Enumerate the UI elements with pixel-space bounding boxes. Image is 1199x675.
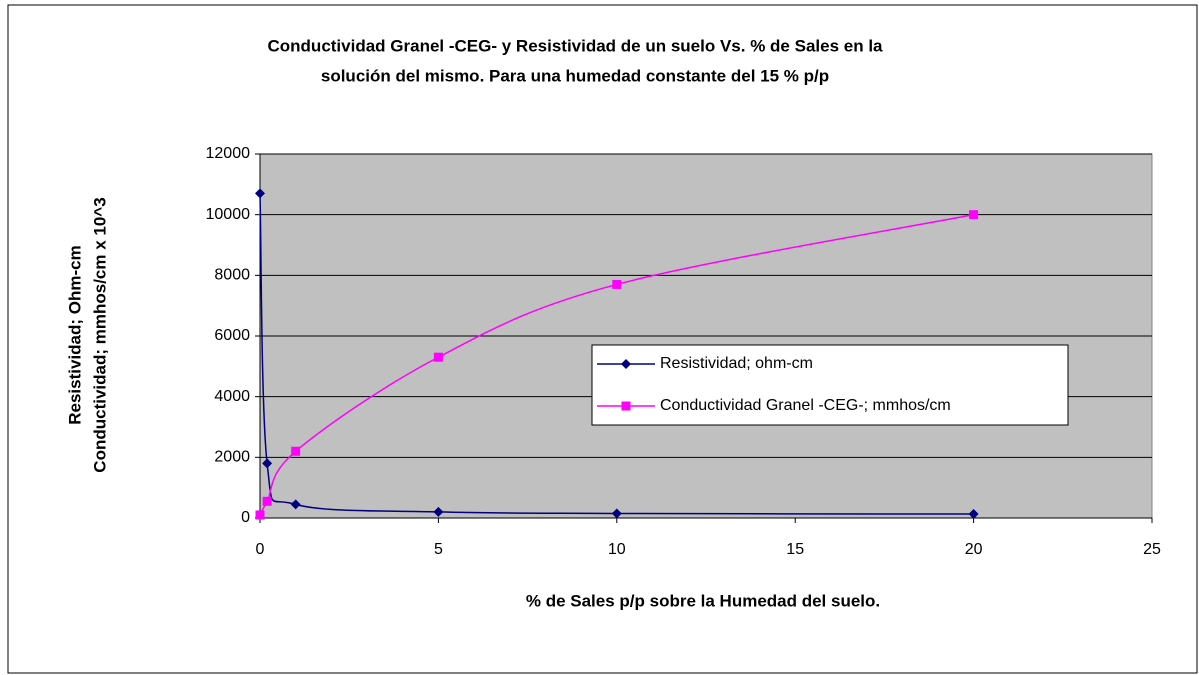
legend-label: Conductividad Granel -CEG-; mmhos/cm bbox=[660, 397, 951, 414]
x-tick-label: 5 bbox=[434, 541, 443, 558]
marker bbox=[291, 446, 301, 456]
marker bbox=[433, 506, 444, 517]
y-tick-label: 12000 bbox=[206, 145, 251, 162]
marker bbox=[255, 510, 265, 520]
y-tick-label: 4000 bbox=[214, 388, 250, 405]
marker bbox=[969, 210, 979, 220]
series-line bbox=[259, 193, 974, 515]
y-tick-label: 2000 bbox=[214, 449, 250, 466]
x-tick-label: 15 bbox=[786, 541, 804, 558]
marker bbox=[612, 279, 622, 289]
marker bbox=[262, 458, 273, 469]
x-tick-label: 20 bbox=[965, 541, 983, 558]
y-axis-title: Conductividad; mmhos/cm x 10^3 bbox=[90, 197, 109, 472]
y-tick-label: 8000 bbox=[214, 267, 250, 284]
marker bbox=[621, 401, 631, 411]
legend-box bbox=[591, 344, 1069, 426]
x-tick-label: 0 bbox=[256, 541, 265, 558]
marker bbox=[262, 496, 272, 506]
marker bbox=[290, 499, 301, 510]
marker bbox=[611, 508, 622, 519]
chart-title: solución del mismo. Para una humedad con… bbox=[321, 66, 829, 85]
y-axis-title: Resistividad; Ohm-cm bbox=[65, 245, 84, 425]
marker bbox=[433, 352, 443, 362]
marker bbox=[621, 359, 631, 369]
y-tick-label: 6000 bbox=[214, 327, 250, 344]
x-tick-label: 25 bbox=[1143, 541, 1161, 558]
y-tick-label: 10000 bbox=[206, 206, 251, 223]
chart-title: Conductividad Granel -CEG- y Resistivida… bbox=[268, 36, 884, 55]
x-axis-title: % de Sales p/p sobre la Humedad del suel… bbox=[526, 591, 880, 610]
marker bbox=[255, 188, 265, 199]
legend-label: Resistividad; ohm-cm bbox=[660, 355, 813, 372]
x-tick-label: 10 bbox=[608, 541, 626, 558]
marker bbox=[968, 509, 979, 520]
y-tick-label: 0 bbox=[241, 509, 250, 526]
legend: Resistividad; ohm-cm Conductividad Granel… bbox=[591, 344, 1069, 426]
